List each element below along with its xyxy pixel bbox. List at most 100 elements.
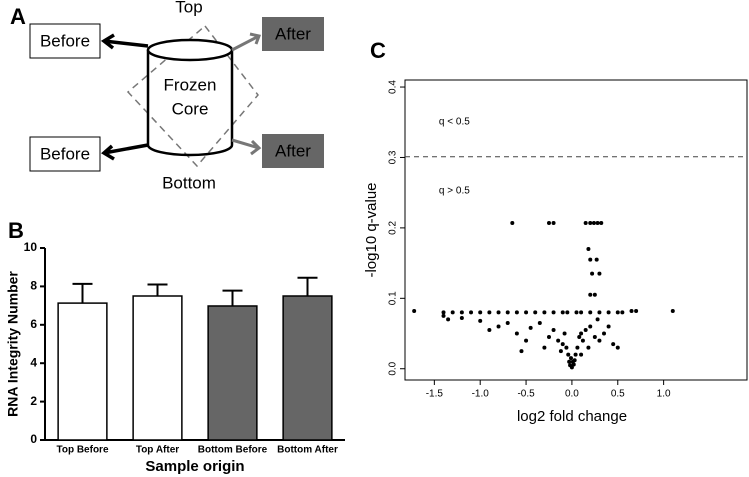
point	[602, 331, 607, 336]
point	[558, 349, 563, 354]
point	[450, 310, 455, 315]
point	[564, 345, 569, 350]
bar	[207, 305, 258, 441]
box	[262, 17, 324, 51]
point	[478, 318, 483, 323]
y-tick-label: 6	[30, 317, 37, 331]
annotation: q < 0.5	[439, 116, 470, 127]
cylinder-bottom	[146, 144, 234, 157]
label: After	[275, 141, 311, 160]
point	[551, 220, 556, 225]
point	[568, 356, 573, 361]
point	[459, 316, 464, 321]
point	[577, 335, 582, 340]
y-tick-label: 0.4	[388, 80, 399, 94]
point	[597, 271, 602, 276]
point	[560, 310, 565, 315]
point	[469, 310, 474, 315]
point	[579, 331, 584, 336]
point	[595, 220, 600, 225]
point	[588, 324, 593, 329]
x-tick-label: Top Before	[56, 445, 108, 456]
panel-label: A	[10, 4, 26, 29]
dashed-box	[126, 24, 259, 168]
point	[542, 310, 547, 315]
bar	[132, 295, 183, 441]
x-axis-label: Sample origin	[145, 458, 244, 475]
arrows-after	[231, 32, 262, 156]
point	[583, 220, 588, 225]
y-tick-label: 0.2	[388, 221, 399, 235]
y-axis-label: RNA Integrity Number	[5, 271, 21, 417]
box	[29, 23, 101, 59]
x-tick-label: -1.5	[426, 389, 444, 400]
y-tick-label: 2	[30, 394, 37, 408]
point	[565, 310, 570, 315]
point	[594, 257, 599, 262]
y-tick-label: 0.3	[388, 150, 399, 164]
label: Before	[40, 31, 90, 50]
x-tick-label: 0.5	[611, 389, 625, 400]
point	[573, 352, 578, 357]
point	[590, 271, 595, 276]
point	[579, 352, 584, 357]
point	[615, 310, 620, 315]
point	[570, 359, 575, 364]
point	[524, 338, 529, 343]
y-tick-label: 0.0	[388, 361, 399, 375]
y-tick-label: 0	[30, 432, 37, 446]
point	[591, 220, 596, 225]
label: After	[275, 24, 311, 43]
cylinder-top	[146, 38, 234, 62]
point	[496, 324, 501, 329]
point	[575, 345, 580, 350]
point	[629, 308, 634, 313]
box	[29, 136, 101, 172]
point	[592, 292, 597, 297]
point	[441, 313, 446, 318]
point	[487, 328, 492, 332]
annotation: q > 0.5	[439, 185, 470, 196]
x-tick-label: Bottom Before	[198, 445, 268, 456]
y-axis-label: -log10 q-value	[363, 182, 380, 277]
point	[519, 349, 524, 354]
x-tick-label: Top After	[136, 445, 179, 456]
panel-label: C	[370, 38, 386, 63]
point	[514, 310, 519, 315]
point	[670, 308, 675, 313]
point	[560, 342, 565, 347]
point	[588, 292, 593, 297]
point	[478, 310, 483, 315]
label: Top	[175, 0, 202, 16]
point	[588, 220, 593, 225]
label: Bottom	[162, 173, 216, 192]
box	[262, 134, 324, 168]
point	[597, 338, 602, 343]
point	[551, 328, 556, 332]
point	[634, 308, 639, 313]
point	[551, 310, 556, 315]
point	[595, 317, 600, 322]
point	[583, 328, 588, 332]
point	[606, 310, 611, 315]
point	[528, 325, 533, 330]
arrows-before	[100, 33, 149, 161]
y-tick-label: 4	[30, 355, 37, 369]
point	[586, 247, 591, 252]
x-tick-label: -0.5	[517, 389, 535, 400]
point	[615, 345, 620, 350]
point	[606, 324, 611, 329]
point	[620, 310, 625, 315]
x-tick-label: 1.0	[657, 389, 671, 400]
point	[562, 331, 567, 336]
point	[574, 310, 579, 315]
y-tick-label: 0.1	[388, 291, 399, 305]
point	[459, 310, 464, 315]
point	[510, 220, 515, 225]
panel-label: B	[8, 218, 24, 243]
bar	[282, 295, 333, 441]
point	[533, 310, 538, 315]
point	[567, 359, 572, 364]
